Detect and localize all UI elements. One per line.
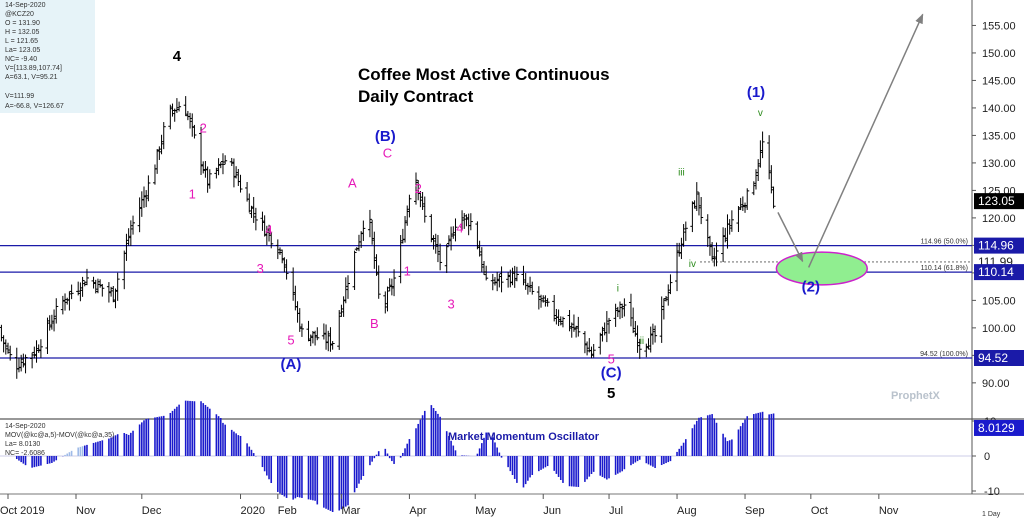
level-price-box: 114.96 <box>978 239 1014 253</box>
wave-label: 2 <box>200 121 207 136</box>
wave-label: i <box>617 284 619 295</box>
x-tick-label: Dec <box>142 505 162 517</box>
bottom-corner-label: 1 Day <box>982 511 1001 518</box>
chart-title-line1: Coffee Most Active Continuous <box>358 65 610 84</box>
osc-last-value-box: 8.0129 <box>978 421 1015 435</box>
x-tick-label: Jul <box>609 505 623 517</box>
y-tick-label: 145.00 <box>982 75 1016 87</box>
wave-label: 5 <box>287 332 294 347</box>
info-panel-line: NC= -9.40 <box>5 56 37 63</box>
wave-label: (A) <box>281 356 302 373</box>
wave-label: iv <box>689 259 696 270</box>
y-tick-label: 105.00 <box>982 295 1016 307</box>
y-tick-label: 155.00 <box>982 20 1016 32</box>
projection-arrow-down <box>777 212 804 263</box>
info-panel-bg <box>0 0 95 113</box>
y-tick-label: 90.00 <box>982 378 1010 390</box>
level-price-box-bg <box>974 350 1024 366</box>
wave-label: ii <box>640 336 644 347</box>
wave-label: iii <box>678 168 685 179</box>
wave-label: v <box>758 108 763 119</box>
x-tick-label: Sep <box>745 505 765 517</box>
wave-label: 5 <box>607 385 615 402</box>
info-panel-line: A=-66.8, V=126.67 <box>5 103 64 110</box>
oscillator-title: Market Momentum Oscillator <box>448 431 600 443</box>
wave-label: 2 <box>415 181 422 196</box>
x-tick-label: Apr <box>409 505 426 517</box>
level-price-box: 110.14 <box>978 265 1014 279</box>
info-panel-line: 14-Sep-2020 <box>5 2 46 9</box>
x-tick-label: Nov <box>76 505 96 517</box>
chart-title-line2: Daily Contract <box>358 87 474 106</box>
wave-label: 4 <box>173 48 182 65</box>
oscillator-info-line: 14-Sep-2020 <box>5 423 46 430</box>
x-tick-label: Mar <box>341 505 360 517</box>
wave-label: 5 <box>608 352 615 367</box>
level-price-box: 94.52 <box>978 351 1008 365</box>
info-panel-line: A=63.1, V=95.21 <box>5 74 58 81</box>
level-price-box-bg <box>974 264 1024 281</box>
last-price-box: 123.05 <box>978 194 1015 208</box>
y-tick-label: 100.00 <box>982 323 1016 335</box>
level-price-box-bg <box>974 237 1024 254</box>
oscillator-info-line: NC= -2.6086 <box>5 450 45 457</box>
osc-y-tick-label: 0 <box>984 451 990 463</box>
wave-label: 4 <box>456 221 463 236</box>
osc-y-tick-label: -10 <box>984 486 1000 498</box>
x-tick-label: 2020 <box>241 505 265 517</box>
wave-label: 1 <box>189 187 196 202</box>
last-price-box-bg <box>974 193 1024 210</box>
fib-level-label: 110.14 (61.8%) <box>921 265 968 272</box>
wave-label: (C) <box>601 364 622 381</box>
target-zone-ellipse <box>775 251 868 286</box>
info-panel-line: La= 123.05 <box>5 47 40 54</box>
info-panel-line: V=[113.89,107.74] <box>5 65 62 72</box>
x-tick-label: May <box>475 505 496 517</box>
info-panel-line: H = 132.05 <box>5 29 40 36</box>
wave-label: 3 <box>447 297 454 312</box>
info-panel-line: V=111.99 <box>5 93 34 100</box>
wave-label: (1) <box>747 84 765 101</box>
x-tick-label: Nov <box>879 505 899 517</box>
wave-label: 1 <box>404 264 411 279</box>
wave-label: (B) <box>375 128 396 145</box>
y-tick-label: 120.00 <box>982 213 1016 225</box>
wave-label: B <box>370 316 379 331</box>
wave-label: 3 <box>257 261 264 276</box>
y-tick-label: 140.00 <box>982 103 1016 115</box>
osc-last-value-box-bg <box>974 419 1024 436</box>
wave-label: (2) <box>802 279 820 296</box>
info-panel-line: @KCZ20 <box>5 11 34 18</box>
wave-label: A <box>348 176 357 191</box>
wave-label: 4 <box>265 222 272 237</box>
y-tick-label: 150.00 <box>982 48 1016 60</box>
x-tick-label: Jun <box>543 505 561 517</box>
oscillator-info-line: MOV(@kc@a,5)-MOV(@kc@a,35) <box>5 432 114 439</box>
fib-level-label: 114.96 (50.0%) <box>921 239 968 246</box>
oscillator-info-line: La= 8.0130 <box>5 441 40 448</box>
fib-level-label: 94.52 (100.0%) <box>920 351 968 358</box>
y-tick-label: 135.00 <box>982 130 1016 142</box>
price-plot-area <box>0 0 972 418</box>
x-tick-label: Feb <box>278 505 297 517</box>
x-tick-label: Oct 2019 <box>0 505 45 517</box>
x-tick-label: Aug <box>677 505 697 517</box>
projection-arrow-up <box>807 13 924 268</box>
watermark: ProphetX <box>891 390 941 402</box>
info-panel-line: O = 131.90 <box>5 20 40 27</box>
y-tick-label: 130.00 <box>982 158 1016 170</box>
info-panel-line: L = 121.65 <box>5 38 38 45</box>
wave-label: C <box>383 145 392 160</box>
x-tick-label: Oct <box>811 505 828 517</box>
